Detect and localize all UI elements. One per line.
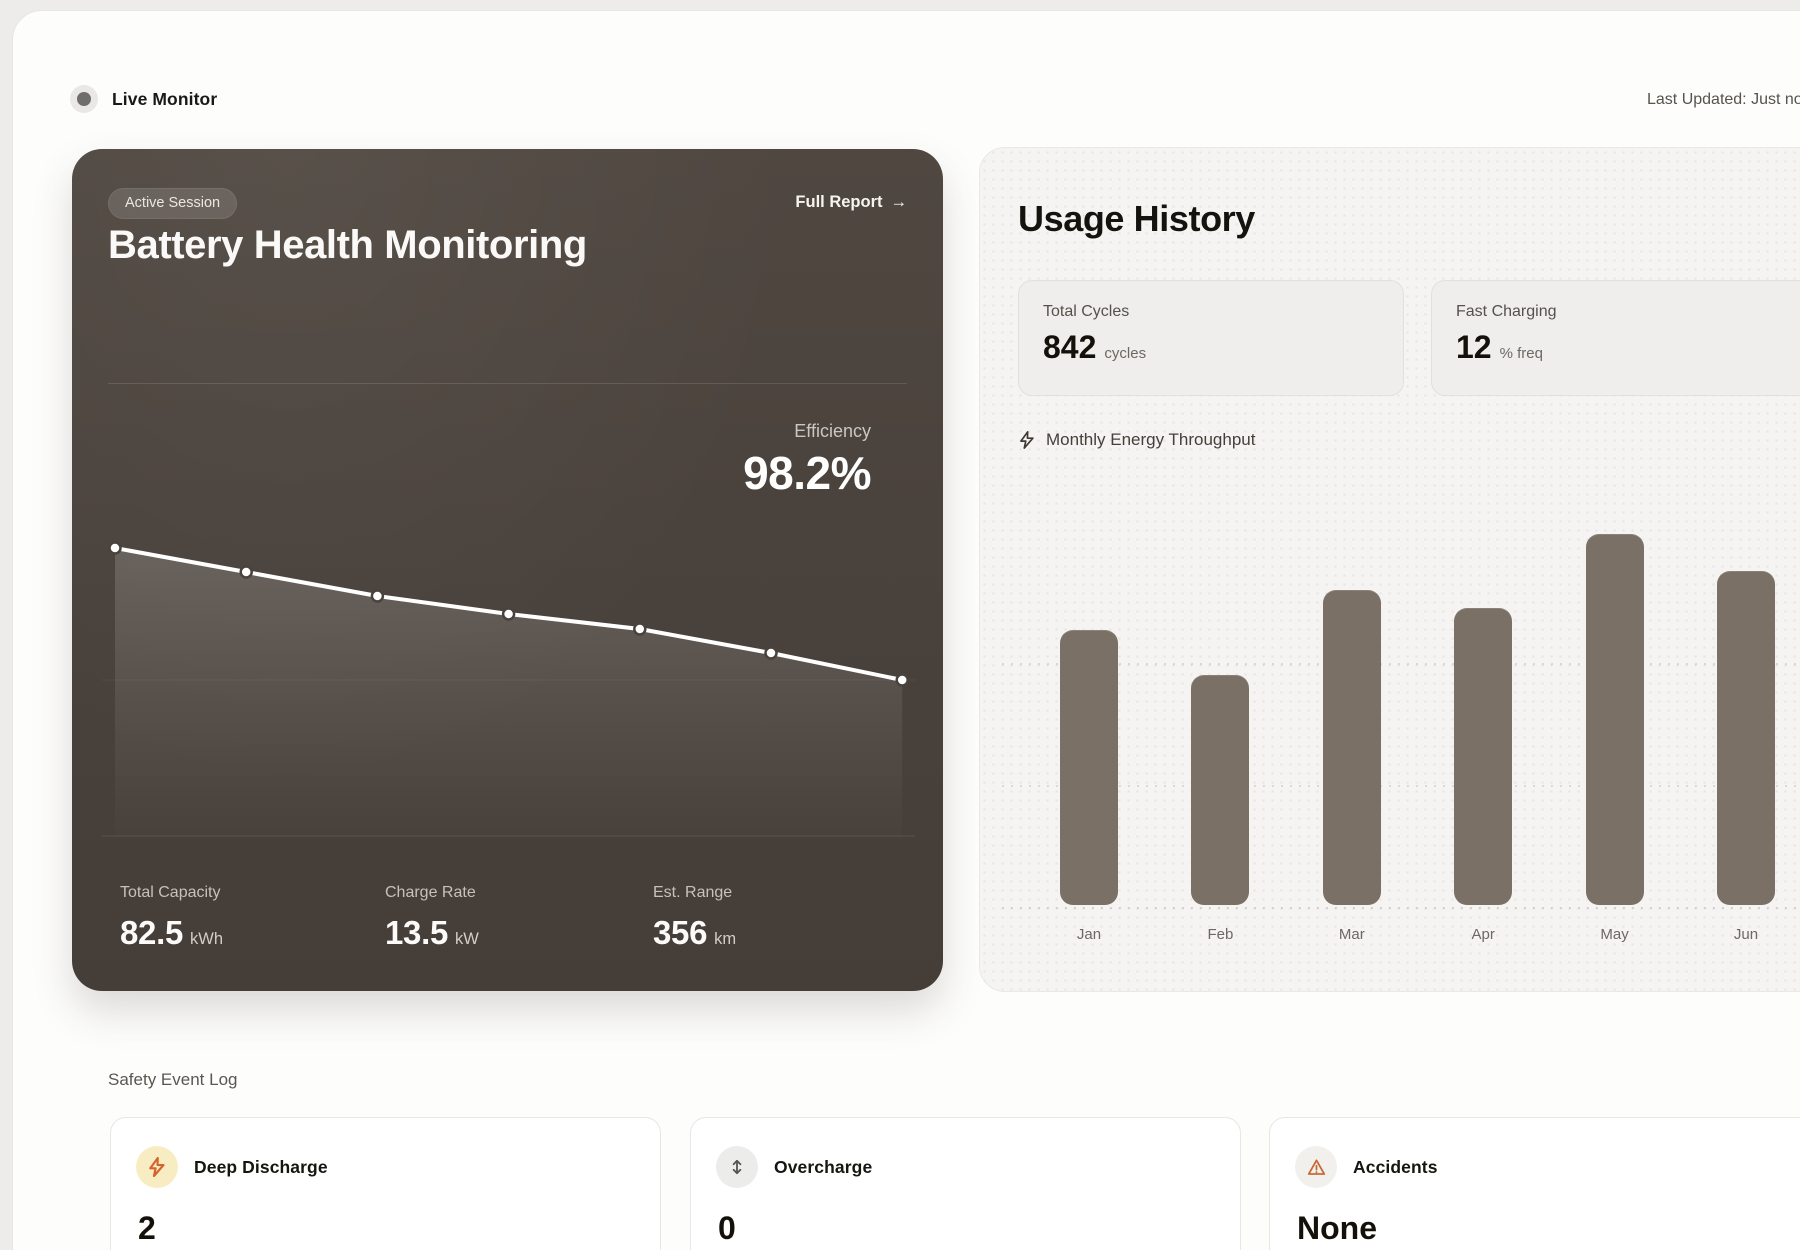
line-point xyxy=(370,589,385,603)
gridline xyxy=(1002,907,1800,909)
battery-card-title: Battery Health Monitoring xyxy=(108,223,587,267)
usage-history-card: Usage History Total Cycles 842 cycles Fa… xyxy=(979,147,1800,992)
box-value: 842 xyxy=(1043,329,1097,365)
event-card-deep-discharge: Deep Discharge 2 xyxy=(110,1117,661,1250)
efficiency-value: 98.2% xyxy=(743,447,871,499)
stat-charge-rate: Charge Rate 13.5 kW xyxy=(385,884,479,952)
bar-feb xyxy=(1191,675,1250,905)
event-value: 2 xyxy=(138,1210,156,1246)
active-session-badge: Active Session xyxy=(108,188,238,219)
gridline xyxy=(1002,785,1800,787)
bar-label-jan: Jan xyxy=(1076,926,1102,943)
battery-health-card: Active Session Full Report → Battery Hea… xyxy=(72,149,943,991)
lightning-icon xyxy=(136,1146,178,1188)
total-cycles-box: Total Cycles 842 cycles xyxy=(1018,280,1404,396)
live-status-icon xyxy=(70,85,98,113)
bar-label-apr: Apr xyxy=(1471,926,1495,943)
bar-label-feb: Feb xyxy=(1207,926,1234,943)
box-value: 12 xyxy=(1456,329,1492,365)
bar-jan xyxy=(1060,630,1118,905)
line-point xyxy=(501,607,516,621)
lightning-icon xyxy=(1020,431,1034,449)
chart-subtitle: Monthly Energy Throughput xyxy=(1046,430,1256,449)
bar-may xyxy=(1585,534,1644,905)
monthly-bar-chart: Jan Feb Mar Apr May Jun xyxy=(980,148,1800,991)
stat-est-range: Est. Range 356 km xyxy=(653,884,736,952)
event-label: Accidents xyxy=(1353,1156,1438,1177)
box-unit: cycles xyxy=(1104,345,1147,362)
box-label: Fast Charging xyxy=(1456,303,1557,320)
stat-unit: kW xyxy=(455,930,479,948)
live-dot xyxy=(77,92,91,106)
efficiency-block: Efficiency 98.2% xyxy=(743,421,871,500)
box-label: Total Cycles xyxy=(1043,303,1130,320)
bar-label-may: May xyxy=(1600,926,1629,943)
bar-jun xyxy=(1717,571,1775,905)
gridline xyxy=(1002,663,1800,665)
stat-value: 82.5 xyxy=(120,914,184,951)
stat-value: 13.5 xyxy=(385,914,449,951)
line-point xyxy=(764,646,778,660)
warning-triangle-icon xyxy=(1295,1146,1337,1188)
line-point xyxy=(108,541,122,555)
efficiency-label: Efficiency xyxy=(794,421,871,441)
event-card-overcharge: Overcharge 0 xyxy=(690,1117,1241,1250)
box-unit: % freq xyxy=(1499,345,1543,362)
fast-charging-box: Fast Charging 12 % freq xyxy=(1431,280,1800,396)
line-point xyxy=(633,622,647,636)
arrow-right-icon: → xyxy=(890,193,908,211)
stat-label: Est. Range xyxy=(653,884,733,901)
stat-total-capacity: Total Capacity 82.5 kWh xyxy=(120,884,223,952)
bar-apr xyxy=(1454,608,1513,905)
line-point xyxy=(239,565,253,579)
full-report-link[interactable]: Full Report → xyxy=(795,193,907,212)
event-label: Overcharge xyxy=(774,1156,873,1177)
event-label: Deep Discharge xyxy=(194,1156,328,1177)
stat-unit: km xyxy=(714,930,737,948)
stat-label: Total Capacity xyxy=(120,884,221,901)
stat-value: 356 xyxy=(653,914,708,951)
updown-arrow-icon xyxy=(716,1146,758,1188)
full-report-label: Full Report xyxy=(795,193,883,211)
chart-subtitle-row: Monthly Energy Throughput xyxy=(1018,430,1255,450)
usage-history-title: Usage History xyxy=(1018,198,1255,239)
bar-label-mar: Mar xyxy=(1338,926,1365,943)
line-point xyxy=(895,673,909,687)
event-card-accidents: Accidents None xyxy=(1269,1117,1800,1250)
event-value: None xyxy=(1297,1210,1377,1246)
stat-unit: kWh xyxy=(190,930,224,948)
last-updated-text: Last Updated: Just now xyxy=(1647,91,1800,108)
efficiency-line-chart xyxy=(102,541,915,837)
card-divider xyxy=(108,383,907,384)
event-value: 0 xyxy=(718,1210,736,1246)
live-monitor-label: Live Monitor xyxy=(112,89,218,109)
bar-mar xyxy=(1322,590,1381,905)
safety-event-log-heading: Safety Event Log xyxy=(108,1070,238,1089)
bar-label-jun: Jun xyxy=(1733,926,1759,943)
stat-label: Charge Rate xyxy=(385,884,476,901)
